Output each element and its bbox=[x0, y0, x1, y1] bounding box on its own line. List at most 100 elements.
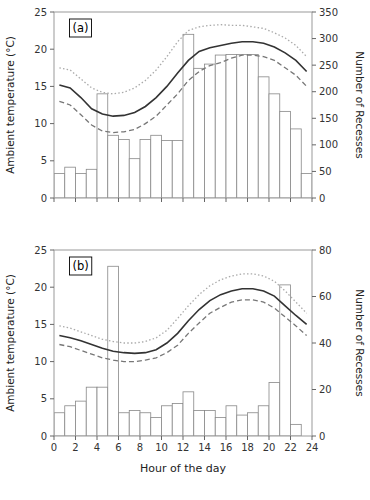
panel-label-box bbox=[69, 257, 91, 275]
line bbox=[59, 42, 306, 116]
tick bbox=[75, 436, 76, 440]
bar bbox=[140, 413, 151, 436]
tick-label: 10 bbox=[155, 442, 168, 453]
tick bbox=[50, 324, 54, 325]
line bbox=[59, 25, 306, 94]
tick-label: 200 bbox=[319, 86, 338, 97]
panel-label-box bbox=[69, 19, 91, 37]
bar bbox=[76, 401, 87, 436]
tick-label: 60 bbox=[319, 291, 332, 302]
tick bbox=[50, 361, 54, 362]
tick bbox=[312, 343, 316, 344]
bar bbox=[194, 68, 205, 198]
tick-label: 18 bbox=[241, 442, 254, 453]
axis-label: Number of Recesses bbox=[354, 289, 366, 396]
axis-label: Ambient temperature (°C) bbox=[4, 274, 16, 412]
tick-label: 0 bbox=[41, 193, 47, 204]
tick bbox=[118, 436, 119, 440]
tick bbox=[140, 198, 141, 202]
bar bbox=[140, 140, 151, 198]
tick bbox=[312, 171, 316, 172]
tick bbox=[97, 198, 98, 202]
bar bbox=[237, 415, 248, 436]
tick-label: 6 bbox=[115, 442, 121, 453]
line bbox=[59, 55, 306, 132]
tick bbox=[183, 198, 184, 202]
tick-label: 25 bbox=[34, 245, 47, 256]
tick bbox=[50, 86, 54, 87]
tick bbox=[290, 436, 291, 440]
bar bbox=[301, 174, 312, 198]
tick-label: 4 bbox=[94, 442, 100, 453]
tick-label: 150 bbox=[319, 113, 338, 124]
tick bbox=[118, 198, 119, 202]
bar bbox=[215, 417, 226, 436]
bar bbox=[205, 410, 216, 436]
tick bbox=[50, 198, 54, 199]
tick bbox=[312, 250, 316, 251]
plot-frame bbox=[54, 250, 312, 436]
tick bbox=[226, 436, 227, 440]
plot-area bbox=[54, 266, 307, 436]
bar bbox=[194, 410, 205, 436]
tick bbox=[50, 250, 54, 251]
bar bbox=[269, 383, 280, 436]
panel: 0510152025050100150200250300350Ambient t… bbox=[4, 7, 366, 204]
chart: 0510152025050100150200250300350Ambient t… bbox=[0, 0, 370, 500]
bar bbox=[129, 159, 140, 198]
tick-label: 20 bbox=[34, 44, 47, 55]
bar bbox=[183, 392, 194, 436]
bar bbox=[54, 174, 65, 198]
tick-label: 80 bbox=[319, 245, 332, 256]
tick bbox=[312, 118, 316, 119]
tick bbox=[226, 198, 227, 202]
tick bbox=[75, 198, 76, 202]
tick-label: 0 bbox=[319, 431, 325, 442]
tick bbox=[312, 91, 316, 92]
tick bbox=[54, 436, 55, 440]
bar bbox=[183, 34, 194, 198]
tick bbox=[183, 436, 184, 440]
bar bbox=[76, 174, 87, 198]
tick bbox=[161, 198, 162, 202]
plot-frame bbox=[54, 12, 312, 198]
bar bbox=[151, 417, 162, 436]
tick bbox=[312, 198, 316, 199]
tick-label: 8 bbox=[137, 442, 143, 453]
bar bbox=[258, 406, 269, 436]
bar bbox=[237, 55, 248, 198]
tick bbox=[50, 398, 54, 399]
tick-label: 300 bbox=[319, 33, 338, 44]
tick-label: 0 bbox=[41, 431, 47, 442]
tick-label: 15 bbox=[34, 319, 47, 330]
tick-label: 100 bbox=[319, 139, 338, 150]
tick bbox=[140, 436, 141, 440]
tick-label: 50 bbox=[319, 166, 332, 177]
tick-label: 40 bbox=[319, 338, 332, 349]
tick bbox=[247, 198, 248, 202]
bar bbox=[172, 141, 183, 198]
tick-label: 0 bbox=[51, 442, 57, 453]
bar bbox=[151, 135, 162, 198]
tick-label: 12 bbox=[177, 442, 190, 453]
tick bbox=[290, 198, 291, 202]
tick bbox=[269, 436, 270, 440]
bar bbox=[269, 94, 280, 198]
tick-label: 10 bbox=[34, 356, 47, 367]
tick-label: 22 bbox=[284, 442, 297, 453]
tick bbox=[312, 436, 316, 437]
plot-area bbox=[54, 25, 312, 198]
bar bbox=[97, 387, 108, 436]
tick bbox=[204, 436, 205, 440]
panel: 0510152025020406080024681012141618202224… bbox=[4, 245, 366, 476]
bar bbox=[280, 285, 291, 436]
axis-label: Ambient temperature (°C) bbox=[4, 36, 16, 174]
bar bbox=[65, 406, 76, 436]
bar bbox=[119, 413, 130, 436]
tick bbox=[50, 287, 54, 288]
bar bbox=[248, 55, 259, 198]
tick bbox=[312, 389, 316, 390]
bar bbox=[162, 406, 173, 436]
tick bbox=[204, 198, 205, 202]
tick bbox=[312, 144, 316, 145]
